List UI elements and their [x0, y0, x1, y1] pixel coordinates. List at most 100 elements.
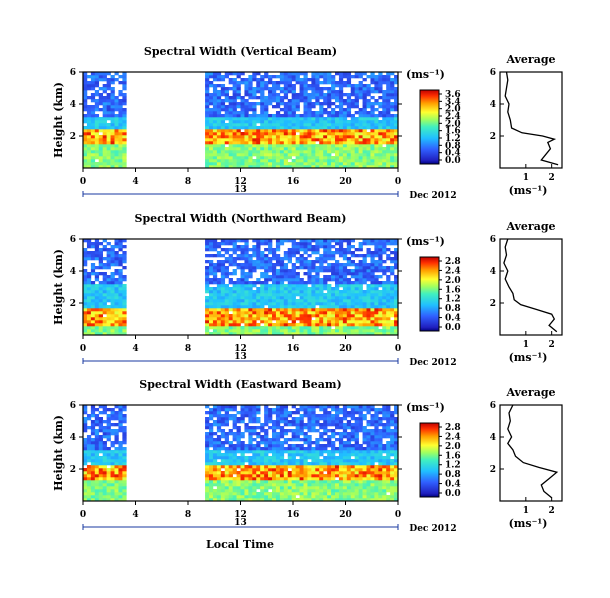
heatmap-cell [299, 429, 304, 433]
heatmap-cell [382, 96, 387, 100]
heatmap-cell [118, 323, 123, 327]
heatmap-cell [110, 483, 115, 487]
heatmap-cell [256, 135, 261, 139]
heatmap-cell [106, 108, 111, 112]
heatmap-cell [287, 132, 292, 136]
heatmap-cell [205, 405, 210, 409]
heatmap-cell [287, 141, 292, 145]
heatmap-cell [212, 483, 218, 487]
heatmap-cell [374, 99, 379, 103]
heatmap-cell [366, 314, 371, 318]
heatmap-cell [307, 423, 312, 427]
heatmap-cell [244, 483, 249, 487]
heatmap-cell [272, 423, 277, 427]
heatmap-cell [86, 278, 92, 282]
heatmap-cell [390, 123, 395, 127]
heatmap-cell [327, 117, 332, 121]
average-y-tick-label: 6 [490, 235, 496, 245]
heatmap-cell [287, 308, 292, 312]
heatmap-cell [295, 465, 300, 469]
heatmap-cell [212, 480, 218, 484]
heatmap-cell [374, 281, 379, 285]
heatmap-cell [220, 447, 226, 451]
heatmap-cell [118, 483, 123, 487]
heatmap-cell [236, 132, 241, 136]
heatmap-cell [338, 248, 344, 252]
panel-title: Spectral Width (Northward Beam) [135, 212, 347, 225]
heatmap-cell [94, 423, 100, 427]
heatmap-cell [358, 141, 363, 145]
heatmap-cell [248, 480, 253, 484]
heatmap-cell [94, 105, 100, 109]
heatmap-cell [220, 489, 226, 493]
heatmap-cell [98, 87, 103, 91]
heatmap-cell [209, 453, 214, 457]
heatmap-cell [102, 411, 107, 415]
heatmap-cell [216, 129, 222, 133]
heatmap-cell [366, 293, 371, 297]
heatmap-cell [287, 156, 292, 160]
heatmap-cell [291, 78, 296, 82]
heatmap-cell [256, 302, 261, 306]
heatmap-cell [224, 477, 229, 481]
heatmap-cell [350, 281, 355, 285]
heatmap-cell [240, 320, 245, 324]
heatmap-cell [307, 126, 312, 130]
heatmap-cell [390, 129, 395, 133]
heatmap-cell [118, 314, 123, 318]
heatmap-cell [102, 156, 107, 160]
heatmap-cell [338, 483, 344, 487]
heatmap-cell [106, 453, 111, 457]
heatmap-cell [362, 254, 367, 258]
heatmap-cell [232, 462, 237, 466]
heatmap-cell [102, 117, 107, 121]
heatmap-cell [94, 441, 100, 445]
heatmap-cell [350, 453, 355, 457]
heatmap-cell [323, 242, 328, 246]
heatmap-cell [346, 329, 352, 333]
heatmap-cell [118, 105, 123, 109]
heatmap-cell [307, 450, 312, 454]
heatmap-cell [268, 311, 273, 315]
heatmap-cell [98, 117, 103, 121]
heatmap-cell [94, 72, 100, 76]
heatmap-cell [327, 93, 332, 97]
heatmap-cell [358, 129, 363, 133]
heatmap-cell [338, 99, 344, 103]
heatmap-cell [275, 450, 281, 454]
heatmap-cell [268, 299, 273, 303]
heatmap-cell [106, 432, 111, 436]
heatmap-cell [342, 290, 348, 294]
heatmap-cell [118, 165, 123, 169]
heatmap-cell [240, 278, 245, 282]
heatmap-cell [335, 284, 340, 288]
heatmap-cell [283, 132, 289, 136]
heatmap-cell [118, 305, 123, 309]
heatmap-cell [275, 144, 281, 148]
heatmap-cell [252, 420, 257, 424]
heatmap-cell [122, 432, 127, 436]
heatmap-cell [248, 257, 253, 261]
heatmap-cell [358, 290, 363, 294]
heatmap-cell [98, 311, 103, 315]
heatmap-cell [354, 462, 359, 466]
heatmap-cell [335, 417, 340, 421]
heatmap-cell [232, 296, 237, 300]
heatmap-cell [382, 93, 387, 97]
heatmap-cell [287, 72, 292, 76]
heatmap-cell [350, 429, 355, 433]
heatmap-cell [244, 486, 249, 490]
heatmap-cell [110, 486, 115, 490]
heatmap-cell [228, 257, 233, 261]
heatmap-cell [90, 144, 96, 148]
heatmap-cell [315, 165, 320, 169]
heatmap-cell [102, 326, 107, 330]
heatmap-cell [83, 141, 88, 145]
heatmap-cell [248, 114, 253, 118]
heatmap-cell [272, 135, 277, 139]
heatmap-cell [299, 492, 304, 496]
heatmap-cell [122, 96, 127, 100]
heatmap-cell [248, 254, 253, 258]
heatmap-cell [102, 275, 107, 279]
heatmap-cell [252, 302, 257, 306]
